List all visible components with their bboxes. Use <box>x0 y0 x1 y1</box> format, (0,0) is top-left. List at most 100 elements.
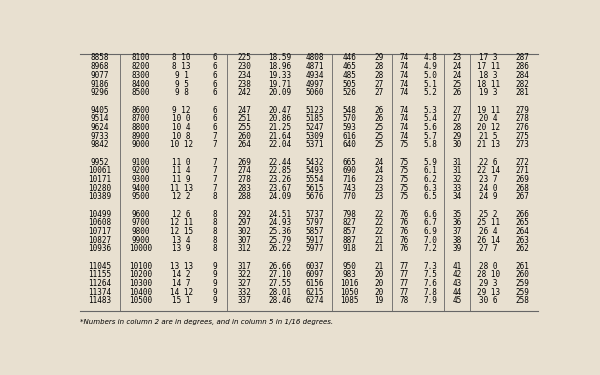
Text: 5615: 5615 <box>306 184 325 193</box>
Text: 27: 27 <box>374 80 383 88</box>
Text: 19: 19 <box>374 296 383 305</box>
Text: 9077: 9077 <box>91 71 109 80</box>
Text: 8500: 8500 <box>131 88 150 97</box>
Text: 14 2: 14 2 <box>172 270 191 279</box>
Text: 616: 616 <box>342 132 356 141</box>
Text: 11155: 11155 <box>88 270 112 279</box>
Text: 34: 34 <box>452 192 461 201</box>
Text: 5554: 5554 <box>306 175 325 184</box>
Text: 6: 6 <box>212 62 217 71</box>
Text: 74: 74 <box>400 71 409 80</box>
Text: 21 13: 21 13 <box>476 140 500 149</box>
Text: 827: 827 <box>342 218 356 227</box>
Text: 7.8: 7.8 <box>424 288 437 297</box>
Text: 6: 6 <box>212 88 217 97</box>
Text: 261: 261 <box>515 262 529 271</box>
Text: 18 11: 18 11 <box>476 80 500 88</box>
Text: 271: 271 <box>515 166 529 175</box>
Text: 75: 75 <box>400 158 409 166</box>
Text: 5737: 5737 <box>306 210 325 219</box>
Text: 26: 26 <box>374 105 383 114</box>
Text: 5977: 5977 <box>306 244 325 253</box>
Text: 30: 30 <box>452 140 461 149</box>
Text: 327: 327 <box>238 279 251 288</box>
Text: 5247: 5247 <box>306 123 325 132</box>
Text: 9: 9 <box>212 262 217 271</box>
Text: 8: 8 <box>212 244 217 253</box>
Text: 273: 273 <box>515 140 529 149</box>
Text: 29: 29 <box>452 132 461 141</box>
Text: 6215: 6215 <box>306 288 325 297</box>
Text: 14 7: 14 7 <box>172 279 191 288</box>
Text: 23: 23 <box>374 184 383 193</box>
Text: 22: 22 <box>374 227 383 236</box>
Text: 10061: 10061 <box>88 166 112 175</box>
Text: 302: 302 <box>238 227 251 236</box>
Text: 19 3: 19 3 <box>479 88 497 97</box>
Text: 11483: 11483 <box>88 296 112 305</box>
Text: 7: 7 <box>212 132 217 141</box>
Text: 10171: 10171 <box>88 175 112 184</box>
Text: 21 5: 21 5 <box>479 132 497 141</box>
Text: 9600: 9600 <box>131 210 150 219</box>
Text: 5371: 5371 <box>306 140 325 149</box>
Text: 5.8: 5.8 <box>424 140 437 149</box>
Text: 770: 770 <box>342 192 356 201</box>
Text: 22 6: 22 6 <box>479 158 497 166</box>
Text: 42: 42 <box>452 270 461 279</box>
Text: 312: 312 <box>238 244 251 253</box>
Text: 10717: 10717 <box>88 227 112 236</box>
Text: 272: 272 <box>515 158 529 166</box>
Text: 12 2: 12 2 <box>172 192 191 201</box>
Text: 9400: 9400 <box>131 184 150 193</box>
Text: 10400: 10400 <box>129 288 152 297</box>
Text: 7.6: 7.6 <box>424 279 437 288</box>
Text: 25: 25 <box>374 132 383 141</box>
Text: 74: 74 <box>400 114 409 123</box>
Text: 22: 22 <box>374 218 383 227</box>
Text: 17 3: 17 3 <box>479 54 497 63</box>
Text: 5185: 5185 <box>306 114 325 123</box>
Text: 7: 7 <box>212 184 217 193</box>
Text: 31: 31 <box>452 166 461 175</box>
Text: 20.86: 20.86 <box>268 114 292 123</box>
Text: 27: 27 <box>452 114 461 123</box>
Text: 265: 265 <box>515 218 529 227</box>
Text: 8: 8 <box>212 210 217 219</box>
Text: 5.1: 5.1 <box>424 80 437 88</box>
Text: 10100: 10100 <box>129 262 152 271</box>
Text: 9000: 9000 <box>131 140 150 149</box>
Text: 5.3: 5.3 <box>424 105 437 114</box>
Text: 19.33: 19.33 <box>268 71 292 80</box>
Text: 26 4: 26 4 <box>479 227 497 236</box>
Text: 11 9: 11 9 <box>172 175 191 184</box>
Text: 6.5: 6.5 <box>424 192 437 201</box>
Text: 8: 8 <box>212 236 217 244</box>
Text: 6: 6 <box>212 54 217 63</box>
Text: 29: 29 <box>374 54 383 63</box>
Text: 4.8: 4.8 <box>424 54 437 63</box>
Text: 7.0: 7.0 <box>424 236 437 244</box>
Text: 77: 77 <box>400 279 409 288</box>
Text: 8400: 8400 <box>131 80 150 88</box>
Text: 4871: 4871 <box>306 62 325 71</box>
Text: 230: 230 <box>238 62 251 71</box>
Text: 266: 266 <box>515 210 529 219</box>
Text: 20.47: 20.47 <box>268 105 292 114</box>
Text: 8600: 8600 <box>131 105 150 114</box>
Text: 9624: 9624 <box>91 123 109 132</box>
Text: 281: 281 <box>515 88 529 97</box>
Text: 28 0: 28 0 <box>479 262 497 271</box>
Text: 317: 317 <box>238 262 251 271</box>
Text: 26: 26 <box>374 114 383 123</box>
Text: 234: 234 <box>238 71 251 80</box>
Text: 11 0: 11 0 <box>172 158 191 166</box>
Text: 23.26: 23.26 <box>268 175 292 184</box>
Text: 1085: 1085 <box>340 296 358 305</box>
Text: 19.71: 19.71 <box>268 80 292 88</box>
Text: 9405: 9405 <box>91 105 109 114</box>
Text: 6.9: 6.9 <box>424 227 437 236</box>
Text: 6.7: 6.7 <box>424 218 437 227</box>
Text: 28.01: 28.01 <box>268 288 292 297</box>
Text: 288: 288 <box>238 192 251 201</box>
